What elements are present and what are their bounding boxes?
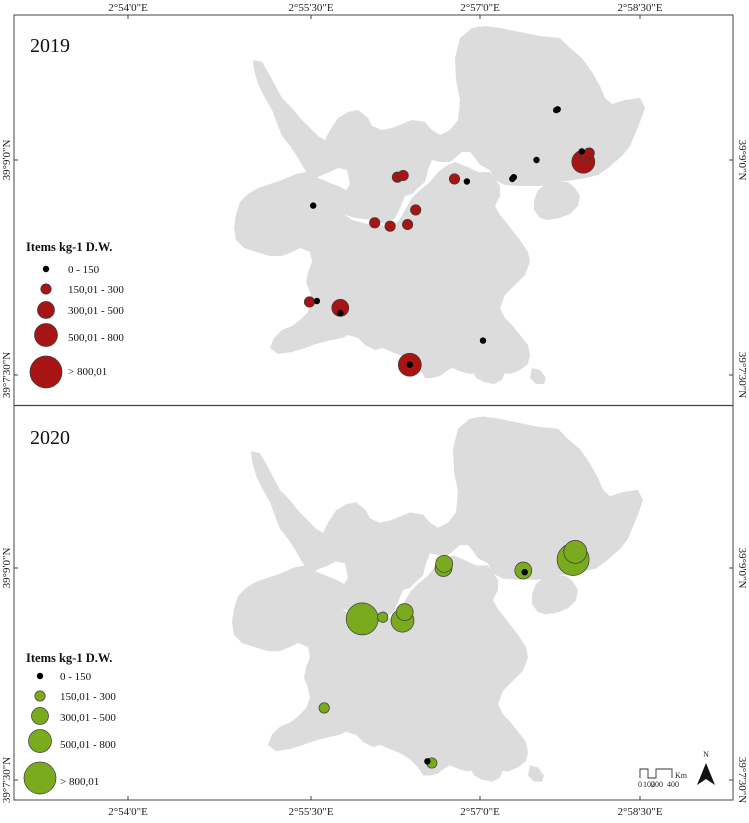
scale-bar: 0 100 200 400 Km — [638, 768, 688, 789]
year-label-2020: 2020 — [30, 427, 70, 449]
scale-unit: Km — [675, 771, 688, 780]
legend-symbol-2019-3 — [37, 301, 55, 319]
north-label: N — [703, 750, 709, 759]
tick-right-2: 39°7'30"N — [736, 352, 748, 398]
panel-2019 — [234, 26, 645, 384]
sample-point-2020-13 — [424, 758, 431, 765]
sample-point-2019-25 — [479, 337, 487, 344]
legend-label-2019-2: 150,01 - 300 — [68, 284, 124, 296]
legend-symbol-2019-4 — [34, 323, 58, 347]
sample-point-2020-5 — [395, 603, 414, 621]
tick-left-3: 39°9'0"N — [1, 548, 13, 589]
legend-title-2020: Items kg-1 D.W. — [26, 651, 112, 665]
legend-symbol-2020-2 — [34, 690, 46, 702]
sample-point-2019-9 — [384, 220, 396, 232]
tick-bottom-1: 2°54'0"E — [108, 806, 148, 818]
sample-point-2019-3 — [331, 299, 350, 317]
legend-symbol-2019-1 — [42, 265, 50, 273]
sample-point-2020-7 — [435, 554, 454, 573]
sample-point-2019-24 — [406, 361, 413, 368]
tick-left-1: 39°9'0"N — [1, 140, 13, 181]
sample-point-2019-11 — [303, 296, 316, 308]
sample-points-2020 — [318, 540, 590, 769]
tick-marks — [14, 15, 733, 800]
legend-label-2020-5: > 800,01 — [60, 776, 99, 788]
sample-point-2019-23 — [337, 309, 344, 317]
sample-point-2020-1 — [345, 602, 379, 636]
tick-bottom-3: 2°57'0"E — [460, 806, 500, 818]
legend-symbol-2019-2 — [40, 283, 52, 295]
legend-label-2019-1: 0 - 150 — [68, 264, 100, 276]
scale-label-0: 0 — [638, 780, 642, 789]
scale-label-200: 200 — [651, 780, 663, 789]
tick-top-3: 2°57'0"E — [460, 2, 500, 14]
tick-right-3: 39°9'0"N — [736, 548, 748, 589]
sample-point-2019-20 — [578, 148, 585, 155]
legend-title-2019: Items kg-1 D.W. — [26, 240, 112, 254]
sample-point-2019-18 — [463, 178, 471, 185]
legend-label-2019-3: 300,01 - 500 — [68, 305, 124, 317]
sample-point-2019-17 — [510, 174, 517, 181]
sample-point-2019-19 — [533, 156, 540, 164]
sample-point-2019-10 — [369, 217, 381, 229]
year-label-2019: 2019 — [30, 35, 70, 57]
sample-point-2019-7 — [410, 204, 422, 216]
legend-label-2020-1: 0 - 150 — [60, 671, 92, 683]
tick-top-4: 2°58'30"E — [617, 2, 662, 14]
tick-top-1: 2°54'0"E — [108, 2, 148, 14]
sample-point-2019-13 — [583, 147, 595, 159]
sample-point-2019-15 — [554, 106, 561, 113]
legend-2019: Items kg-1 D.W. 0 - 150 150,01 - 300 300… — [26, 240, 124, 389]
tick-left-2: 39°7'30"N — [1, 352, 13, 398]
tick-right-4: 39°7'30"N — [736, 757, 748, 803]
sample-point-2020-12 — [521, 569, 528, 576]
tick-left-4: 39°7'30"N — [1, 757, 13, 803]
scale-label-100: 100 — [643, 780, 655, 789]
tick-right-1: 39°9'0"N — [736, 140, 748, 181]
legend-label-2020-2: 150,01 - 300 — [60, 691, 116, 703]
legend-symbol-2020-4 — [28, 729, 52, 753]
legend-symbol-2020-5 — [23, 761, 57, 795]
scale-label-400: 400 — [667, 780, 679, 789]
legend-label-2019-5: > 800,01 — [68, 366, 107, 378]
tick-bottom-4: 2°58'30"E — [617, 806, 662, 818]
sample-point-2019-6 — [448, 173, 461, 185]
legend-label-2020-4: 500,01 - 800 — [60, 739, 116, 751]
sample-point-2019-8 — [402, 218, 414, 231]
sample-point-2019-21 — [310, 202, 317, 209]
legend-label-2019-4: 500,01 - 800 — [68, 332, 124, 344]
legend-symbol-2019-5 — [29, 355, 63, 389]
sample-point-2020-9 — [377, 611, 389, 623]
legend-symbol-2020-1 — [36, 672, 44, 680]
tick-top-2: 2°55'30"E — [288, 2, 333, 14]
north-arrow-icon: N — [697, 750, 715, 785]
legend-label-2020-3: 300,01 - 500 — [60, 712, 116, 724]
legend-symbol-2020-3 — [31, 707, 49, 725]
legend-2020: Items kg-1 D.W. 0 - 150 150,01 - 300 300… — [23, 651, 116, 795]
sample-points-2019 — [303, 106, 596, 377]
panel-2020 — [232, 416, 643, 782]
sample-point-2020-4 — [563, 540, 588, 564]
sample-point-2019-5 — [397, 169, 409, 182]
sample-point-2020-10 — [318, 702, 330, 714]
tick-bottom-2: 2°55'30"E — [288, 806, 333, 818]
outer-frame — [13, 14, 734, 801]
sample-point-2019-22 — [313, 297, 321, 305]
